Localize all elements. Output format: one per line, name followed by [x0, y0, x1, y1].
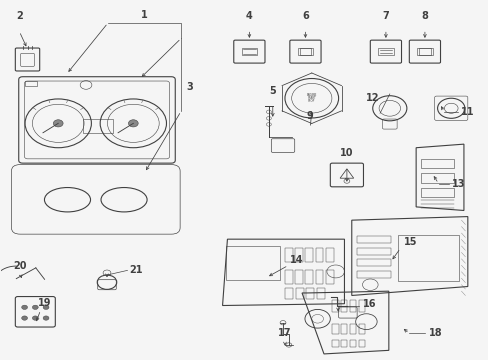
Text: 3: 3 [186, 82, 193, 92]
Text: 6: 6 [302, 11, 308, 21]
Bar [356, 259, 390, 266]
Bar [358, 324, 364, 334]
Circle shape [21, 316, 27, 320]
Bar [377, 48, 393, 55]
Bar [331, 339, 338, 347]
Circle shape [53, 120, 63, 127]
Bar [331, 300, 338, 312]
Bar [315, 270, 323, 284]
Bar [295, 288, 303, 299]
Text: 7: 7 [382, 11, 388, 21]
Bar [358, 300, 364, 312]
Text: STOP: STOP [307, 99, 315, 103]
Text: 18: 18 [428, 328, 442, 338]
Circle shape [32, 305, 38, 310]
Bar [317, 288, 325, 299]
Text: 16: 16 [362, 299, 375, 309]
Circle shape [21, 305, 27, 310]
Circle shape [43, 316, 49, 320]
Text: 15: 15 [403, 237, 416, 247]
Bar [340, 324, 346, 334]
Text: 20: 20 [14, 261, 27, 271]
Circle shape [128, 120, 138, 127]
Text: START: START [307, 96, 316, 100]
Bar [358, 339, 364, 347]
Bar [285, 288, 292, 299]
Bar [349, 300, 355, 312]
Text: 13: 13 [451, 179, 465, 189]
Bar [295, 248, 303, 262]
Bar [315, 248, 323, 262]
Bar [356, 248, 390, 255]
Bar [82, 119, 113, 134]
Bar [420, 159, 453, 168]
Bar [349, 339, 355, 347]
Circle shape [43, 305, 49, 310]
Text: 4: 4 [245, 11, 252, 21]
Text: ENGINE: ENGINE [306, 93, 316, 96]
Bar [340, 300, 346, 312]
Bar [285, 270, 292, 284]
Bar [397, 234, 458, 281]
Text: 1: 1 [141, 10, 147, 20]
Bar [241, 48, 257, 55]
Bar [295, 270, 303, 284]
Bar [325, 270, 333, 284]
Text: 19: 19 [38, 298, 51, 308]
Text: 9: 9 [306, 111, 313, 121]
Text: 14: 14 [290, 255, 303, 265]
Bar [325, 248, 333, 262]
Bar [331, 324, 338, 334]
Circle shape [32, 316, 38, 320]
Bar [285, 248, 292, 262]
Bar [25, 81, 37, 86]
Bar [420, 173, 453, 183]
Text: 21: 21 [129, 265, 142, 275]
Text: 8: 8 [421, 11, 427, 21]
Bar [349, 324, 355, 334]
Text: 10: 10 [340, 148, 353, 158]
Bar [418, 48, 430, 55]
Bar [356, 271, 390, 278]
Text: 2: 2 [16, 11, 22, 21]
Bar [420, 188, 453, 197]
Bar [356, 236, 390, 243]
Text: 11: 11 [460, 107, 474, 117]
Bar [305, 248, 313, 262]
Text: 12: 12 [365, 93, 378, 103]
Bar [416, 48, 432, 55]
Bar [340, 339, 346, 347]
Text: 17: 17 [278, 328, 291, 338]
Bar [297, 48, 313, 55]
Bar [299, 48, 311, 55]
Bar [306, 288, 314, 299]
Bar [226, 246, 280, 280]
Text: 5: 5 [269, 86, 276, 96]
Bar [305, 270, 313, 284]
